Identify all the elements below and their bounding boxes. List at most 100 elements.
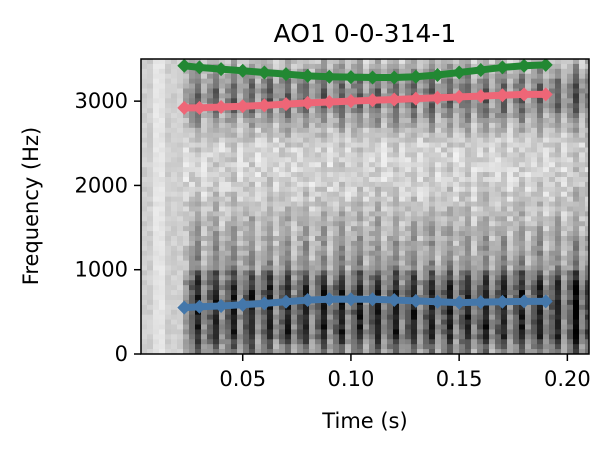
- spectrogram-cell: [309, 167, 316, 173]
- spectrogram-cell: [423, 240, 430, 247]
- spectrogram-cell: [387, 181, 394, 188]
- spectrogram-cell: [549, 211, 556, 217]
- spectrogram-cell: [189, 98, 196, 104]
- x-axis: 0.05 0.10 0.15 0.20: [219, 354, 591, 391]
- spectrogram-cell: [423, 211, 430, 217]
- spectrogram-cell: [273, 309, 280, 316]
- spectrogram-cell: [417, 250, 424, 257]
- spectrogram-cell: [375, 250, 382, 257]
- spectrogram-cell: [267, 334, 274, 340]
- spectrogram-cell: [321, 142, 328, 148]
- spectrogram-cell: [585, 162, 589, 168]
- spectrogram-cell: [483, 270, 490, 276]
- spectrogram-cell: [489, 240, 496, 247]
- spectrogram-cell: [519, 68, 526, 75]
- spectrogram-cell: [429, 339, 436, 345]
- series-0-marker: [177, 300, 192, 315]
- spectrogram-cell: [237, 132, 244, 139]
- spectrogram-cell: [567, 211, 574, 217]
- spectrogram-cell: [543, 147, 550, 153]
- spectrogram-cell: [549, 172, 556, 178]
- spectrogram-cell: [579, 319, 586, 325]
- spectrogram-cell: [237, 216, 244, 222]
- spectrogram-cell: [375, 78, 382, 85]
- spectrogram-cell: [207, 344, 214, 350]
- spectrogram-cell: [141, 240, 148, 247]
- spectrogram-cell: [165, 172, 172, 178]
- spectrogram-cell: [345, 103, 352, 109]
- spectrogram-cell: [549, 59, 556, 65]
- spectrogram-cell: [345, 181, 352, 188]
- spectrogram-cell: [321, 314, 328, 321]
- spectrogram-cell: [543, 226, 550, 232]
- spectrogram-cell: [351, 255, 358, 262]
- spectrogram-cell: [147, 285, 154, 291]
- spectrogram-cell: [279, 113, 286, 119]
- spectrogram-cell: [339, 211, 346, 217]
- spectrogram-cell: [417, 78, 424, 85]
- spectrogram-cell: [171, 226, 178, 232]
- spectrogram-cell: [249, 339, 256, 345]
- spectrogram-cell: [399, 191, 406, 198]
- spectrogram-cell: [567, 240, 574, 247]
- spectrogram-cell: [255, 78, 262, 85]
- spectrogram-cell: [489, 88, 496, 94]
- spectrogram-cell: [381, 83, 388, 89]
- spectrogram-cell: [411, 231, 418, 237]
- spectrogram-cell: [435, 177, 442, 183]
- spectrogram-cell: [171, 211, 178, 217]
- spectrogram-cell: [525, 309, 532, 316]
- series-1-marker: [538, 87, 553, 102]
- spectrogram-cell: [495, 201, 502, 207]
- spectrogram-cell: [507, 334, 514, 340]
- spectrogram-cell: [447, 132, 454, 139]
- spectrogram-cell: [303, 172, 310, 178]
- spectrogram-cell: [207, 319, 214, 325]
- spectrogram-cell: [177, 196, 184, 203]
- spectrogram-cell: [567, 280, 574, 286]
- spectrogram-cell: [207, 132, 214, 139]
- spectrogram-cell: [267, 63, 274, 70]
- spectrogram-cell: [279, 142, 286, 148]
- spectrogram-cell: [375, 226, 382, 232]
- spectrogram-cell: [429, 211, 436, 217]
- spectrogram-cell: [471, 201, 478, 207]
- spectrogram-cell: [465, 78, 472, 85]
- spectrogram-cell: [297, 132, 304, 139]
- spectrogram-cell: [327, 270, 334, 276]
- spectrogram-cell: [543, 177, 550, 183]
- spectrogram-cell: [225, 236, 232, 242]
- spectrogram-cell: [537, 177, 544, 183]
- spectrogram-cell: [381, 118, 388, 124]
- spectrogram-cell: [339, 59, 346, 65]
- spectrogram-cell: [465, 201, 472, 207]
- spectrogram-cell: [405, 339, 412, 345]
- spectrogram-cell: [549, 137, 556, 144]
- spectrogram-cell: [465, 314, 472, 321]
- spectrogram-cell: [537, 103, 544, 109]
- spectrogram-cell: [189, 280, 196, 286]
- spectrogram-cell: [471, 177, 478, 183]
- spectrogram-cell: [471, 339, 478, 345]
- spectrogram-cell: [177, 122, 184, 129]
- spectrogram-cell: [531, 304, 538, 311]
- spectrogram-cell: [381, 88, 388, 94]
- spectrogram-cell: [555, 186, 562, 193]
- spectrogram-cell: [435, 152, 442, 158]
- spectrogram-cell: [561, 142, 568, 148]
- spectrogram-cell: [285, 93, 292, 99]
- spectrogram-cell: [393, 255, 400, 262]
- spectrogram-cell: [423, 177, 430, 183]
- spectrogram-cell: [141, 157, 148, 163]
- spectrogram-cell: [453, 339, 460, 345]
- spectrogram-cell: [177, 226, 184, 232]
- spectrogram-cell: [399, 280, 406, 286]
- spectrogram-cell: [177, 157, 184, 163]
- spectrogram-cell: [303, 334, 310, 340]
- spectrogram-cell: [243, 319, 250, 325]
- spectrogram-cell: [483, 122, 490, 129]
- spectrogram-cell: [579, 108, 586, 114]
- spectrogram-cell: [249, 324, 256, 330]
- spectrogram-cell: [159, 108, 166, 114]
- spectrogram-cell: [453, 191, 460, 198]
